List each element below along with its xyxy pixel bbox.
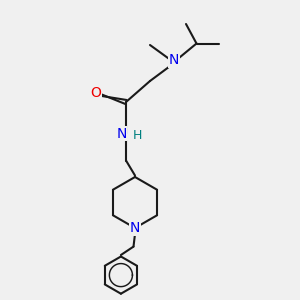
Text: O: O <box>90 86 101 100</box>
Text: N: N <box>116 127 127 140</box>
Text: N: N <box>130 221 140 235</box>
Text: N: N <box>169 53 179 67</box>
Text: H: H <box>133 129 142 142</box>
